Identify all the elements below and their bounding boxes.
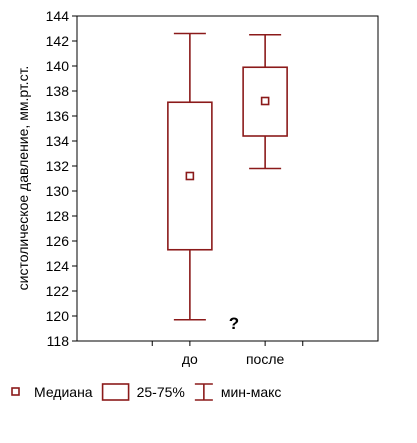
y-tick-label: 144 [46, 8, 70, 24]
box-2 [242, 33, 288, 170]
y-tick-label: 130 [46, 183, 70, 199]
legend-label: мин-макс [221, 384, 282, 400]
y-tick-label: 134 [46, 133, 70, 149]
y-tick-label: 120 [46, 308, 70, 324]
median-marker [260, 96, 270, 106]
legend-median-icon [11, 387, 20, 396]
x-axis: до после [151, 341, 304, 367]
y-tick-label: 128 [46, 208, 70, 224]
y-tick-label: 136 [46, 108, 70, 124]
plot-frame [76, 15, 379, 342]
legend-item-median: Медиана [11, 384, 93, 400]
y-tick-label: 138 [46, 83, 70, 99]
legend-label: Медиана [34, 384, 93, 400]
median-marker [185, 171, 195, 181]
y-tick-label: 132 [46, 158, 70, 174]
y-tick-label: 126 [46, 233, 70, 249]
legend-item-whisker: мин-макс [194, 383, 282, 401]
annotation-question-mark: ? [229, 314, 239, 333]
plot-area [76, 15, 379, 342]
y-tick-label: 142 [46, 33, 70, 49]
legend-label: 25-75% [137, 384, 185, 400]
y-tick-label: 140 [46, 58, 70, 74]
y-tick-label: 124 [46, 258, 70, 274]
box-iqr [242, 66, 288, 137]
y-tick-label: 118 [47, 333, 70, 349]
box-1 [167, 32, 213, 321]
x-tick-label: после [246, 351, 285, 367]
y-axis: 118 120 122 124 126 128 130 132 134 136 138 140 142 1… [46, 8, 77, 349]
legend-box-icon [101, 383, 130, 401]
y-tick-label: 122 [46, 283, 70, 299]
x-tick-label: до [182, 351, 198, 367]
legend-item-box: 25-75% [101, 383, 185, 401]
legend: Медиана 25-75% мин-макс [11, 383, 282, 401]
box-series [167, 32, 288, 321]
y-axis-label: систолическое давление, мм.рт.ст. [15, 66, 31, 291]
